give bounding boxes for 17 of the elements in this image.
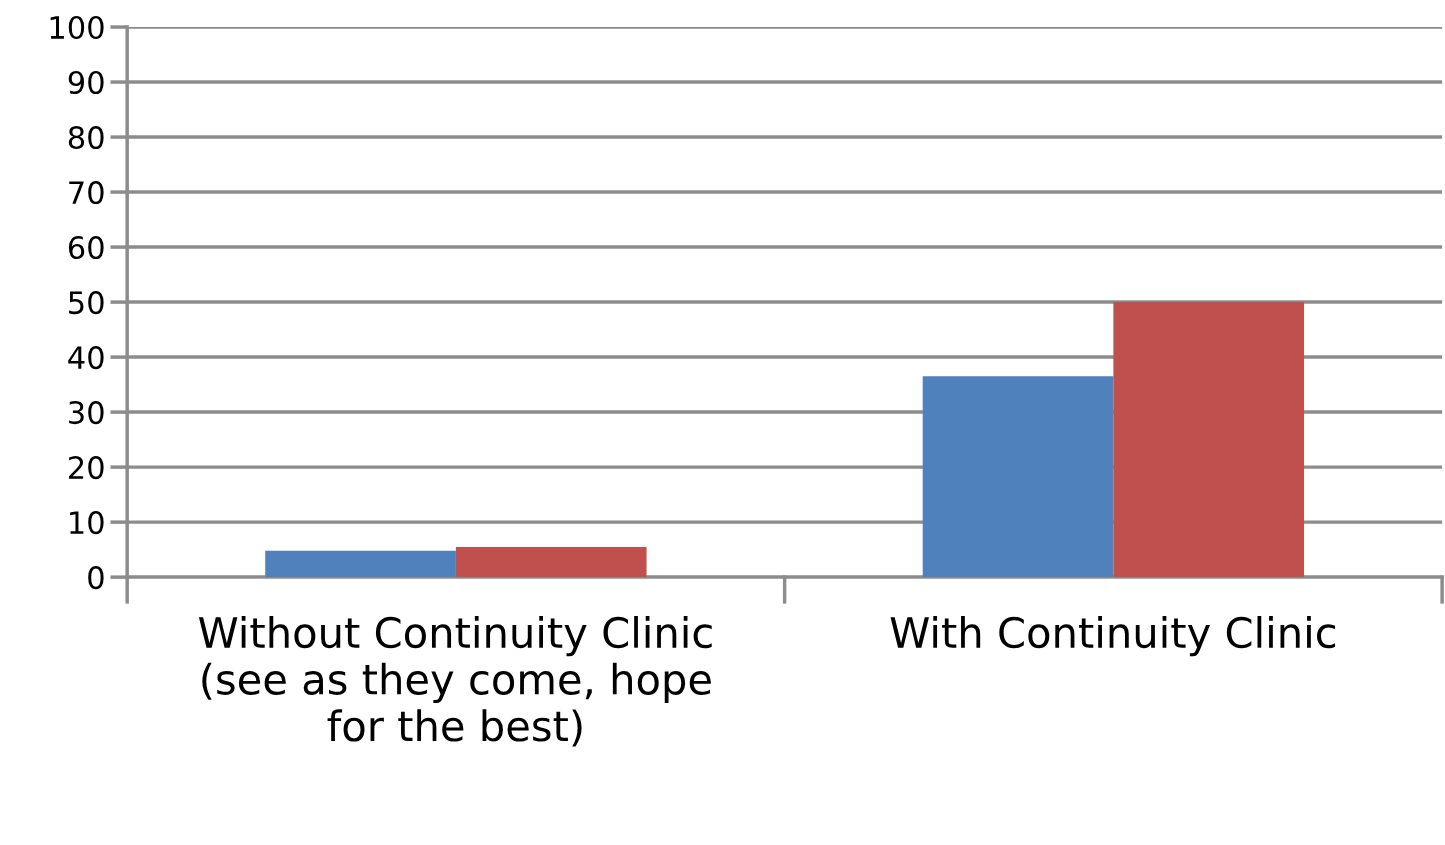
bar (265, 550, 456, 578)
y-tick-label: 70 (69, 181, 104, 205)
y-tick-label: 90 (68, 70, 104, 95)
y-tick-label: 40 (68, 346, 104, 370)
y-tick-label: 10 (70, 511, 104, 535)
x-tick-label: Without Continuity Clinic (see as they come, hope for the best) (198, 616, 712, 747)
bar (1113, 302, 1305, 578)
y-tick-label: 30 (69, 401, 104, 425)
x-tick-label: With Continuity Clinic (890, 616, 1336, 657)
bar (455, 546, 647, 578)
y-tick-label: 100 (50, 15, 104, 40)
y-tick-label: 0 (88, 566, 104, 590)
y-tick-label: 80 (68, 125, 104, 150)
y-tick-label: 20 (68, 456, 104, 480)
bar (922, 376, 1114, 578)
y-tick-label: 50 (69, 291, 104, 315)
y-tick-label: 60 (68, 236, 104, 260)
